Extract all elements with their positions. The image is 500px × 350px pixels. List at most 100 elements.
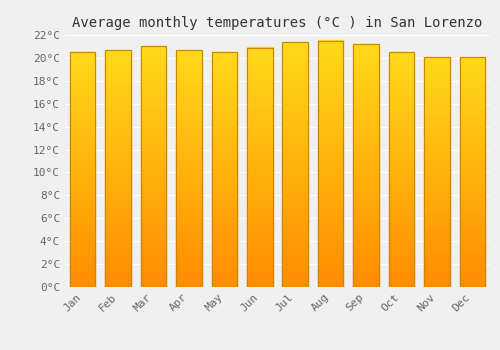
Bar xyxy=(282,283,308,287)
Bar xyxy=(176,101,202,105)
Bar xyxy=(70,275,96,279)
Bar xyxy=(282,103,308,107)
Bar xyxy=(318,139,344,144)
Bar xyxy=(70,181,96,185)
Bar xyxy=(70,267,96,271)
Bar xyxy=(247,111,272,116)
Bar xyxy=(354,72,379,77)
Bar xyxy=(106,50,131,54)
Bar xyxy=(106,152,131,156)
Bar xyxy=(176,121,202,125)
Bar xyxy=(282,254,308,258)
Bar xyxy=(176,160,202,164)
Bar xyxy=(388,95,414,99)
Bar xyxy=(460,110,485,114)
Bar xyxy=(106,239,131,244)
Bar xyxy=(106,89,131,93)
Bar xyxy=(141,126,167,131)
Bar xyxy=(354,234,379,238)
Bar xyxy=(318,114,344,119)
Bar xyxy=(388,279,414,283)
Bar xyxy=(282,107,308,111)
Bar xyxy=(318,90,344,94)
Bar xyxy=(388,130,414,134)
Bar xyxy=(247,247,272,251)
Bar xyxy=(388,193,414,197)
Bar xyxy=(212,134,237,138)
Bar xyxy=(212,122,237,127)
Bar xyxy=(388,244,414,248)
Bar xyxy=(388,52,414,287)
Bar xyxy=(247,179,272,183)
Bar xyxy=(247,139,272,144)
Bar xyxy=(354,141,379,145)
Bar xyxy=(212,166,237,170)
Bar xyxy=(212,193,237,197)
Bar xyxy=(212,76,237,79)
Bar xyxy=(424,64,450,68)
Bar xyxy=(460,83,485,88)
Bar xyxy=(141,195,167,199)
Bar xyxy=(388,209,414,213)
Bar xyxy=(106,69,131,73)
Bar xyxy=(176,77,202,82)
Bar xyxy=(70,154,96,158)
Bar xyxy=(282,205,308,209)
Bar xyxy=(106,283,131,287)
Bar xyxy=(318,41,344,45)
Bar xyxy=(70,107,96,111)
Bar xyxy=(354,198,379,202)
Bar xyxy=(212,87,237,91)
Bar xyxy=(460,237,485,241)
Bar xyxy=(354,44,379,48)
Bar xyxy=(282,197,308,201)
Bar xyxy=(106,54,131,58)
Bar xyxy=(424,164,450,168)
Bar xyxy=(106,219,131,224)
Bar xyxy=(388,201,414,205)
Bar xyxy=(106,251,131,256)
Bar xyxy=(141,46,167,50)
Bar xyxy=(141,146,167,151)
Bar xyxy=(388,87,414,91)
Bar xyxy=(247,155,272,159)
Bar xyxy=(212,181,237,185)
Bar xyxy=(318,94,344,98)
Bar xyxy=(70,189,96,193)
Bar xyxy=(247,151,272,155)
Bar xyxy=(388,91,414,95)
Bar xyxy=(247,195,272,199)
Bar xyxy=(70,111,96,115)
Bar xyxy=(141,203,167,207)
Bar xyxy=(70,209,96,213)
Bar xyxy=(70,150,96,154)
Bar xyxy=(424,95,450,99)
Bar xyxy=(424,279,450,283)
Bar xyxy=(424,130,450,133)
Bar xyxy=(460,68,485,72)
Bar xyxy=(247,63,272,68)
Bar xyxy=(247,251,272,255)
Bar xyxy=(354,246,379,251)
Bar xyxy=(388,114,414,119)
Bar xyxy=(176,283,202,287)
Bar xyxy=(388,189,414,193)
Bar xyxy=(388,64,414,68)
Bar xyxy=(424,160,450,164)
Bar xyxy=(282,95,308,99)
Bar xyxy=(70,99,96,103)
Bar xyxy=(141,170,167,175)
Bar xyxy=(106,180,131,184)
Bar xyxy=(106,136,131,141)
Bar xyxy=(282,217,308,222)
Bar xyxy=(141,58,167,63)
Bar xyxy=(424,206,450,210)
Bar xyxy=(318,180,344,184)
Bar xyxy=(318,250,344,254)
Bar xyxy=(106,196,131,200)
Bar xyxy=(141,211,167,215)
Bar xyxy=(106,236,131,240)
Bar xyxy=(282,209,308,214)
Bar xyxy=(354,125,379,129)
Bar xyxy=(106,81,131,85)
